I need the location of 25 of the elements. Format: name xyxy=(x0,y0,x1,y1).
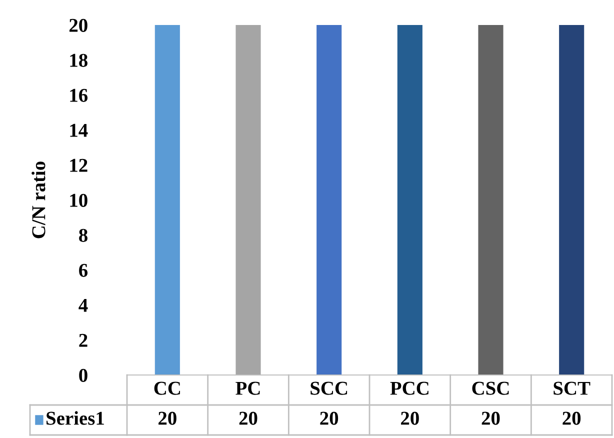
y-tick-label: 0 xyxy=(79,368,88,382)
x-tick-label: CSC xyxy=(472,382,509,395)
y-tick-label: 10 xyxy=(70,194,88,207)
y-axis-title: C/N ratio xyxy=(32,162,46,238)
x-tick-label: SCT xyxy=(554,382,590,395)
x-tick-label: SCC xyxy=(310,382,348,395)
x-tick-label: CC xyxy=(154,382,180,395)
data-label: 20 xyxy=(320,412,338,425)
data-label: 20 xyxy=(239,412,258,425)
data-label: 20 xyxy=(562,412,581,425)
x-tick-label: PC xyxy=(236,382,260,395)
y-tick-label: 4 xyxy=(78,298,88,312)
data-label: 20 xyxy=(482,412,500,425)
y-tick-label: 18 xyxy=(70,54,88,67)
data-label: 20 xyxy=(401,412,419,425)
y-tick-label: 6 xyxy=(79,264,88,277)
x-tick-label: PCC xyxy=(390,382,428,395)
y-tick-label: 14 xyxy=(70,124,88,137)
y-tick-label: 16 xyxy=(70,88,88,102)
y-tick-label: 12 xyxy=(70,158,88,172)
y-tick-label: 2 xyxy=(79,334,88,347)
y-tick-label: 8 xyxy=(79,228,88,242)
legend-label: Series1 xyxy=(46,411,104,425)
y-tick-label: 20 xyxy=(69,18,88,32)
data-label: 20 xyxy=(158,412,176,425)
